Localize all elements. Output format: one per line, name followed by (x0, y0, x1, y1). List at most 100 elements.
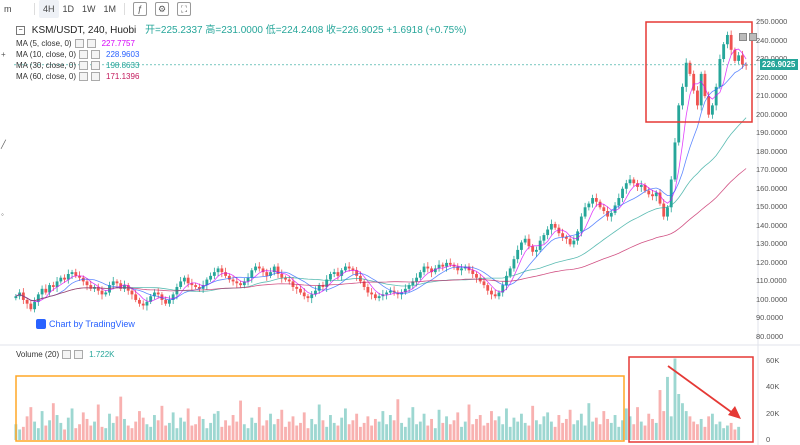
volume-bar (317, 404, 321, 440)
volume-bar (257, 407, 261, 440)
volume-bar (362, 422, 366, 440)
trendline-icon[interactable]: ╱ (1, 140, 6, 149)
chart-legend: − KSM/USDT, 240, Huobi 开=225.2337 高=231.… (16, 24, 466, 82)
volume-bar (403, 426, 407, 440)
crosshair-icon[interactable]: + (1, 50, 6, 59)
ma-label: MA (30, close, 0) (16, 61, 77, 70)
volume-bar (138, 411, 141, 440)
volume-bar (681, 403, 684, 440)
volume-bar (490, 411, 493, 440)
volume-bar (381, 411, 385, 440)
legend-ma-60: MA (60, close, 0) 171.1396 (16, 71, 466, 82)
volume-bar (654, 422, 658, 440)
candle-body (456, 266, 460, 271)
volume-bar (647, 413, 651, 440)
candle-body (744, 64, 748, 66)
volume-bar (516, 421, 520, 440)
volume-bar (572, 424, 576, 440)
pane-up-icon[interactable] (739, 33, 747, 41)
candle-body (617, 198, 621, 206)
close-icon[interactable] (91, 50, 101, 59)
candle-body (516, 249, 520, 260)
candle-body (74, 272, 78, 276)
volume-bar (520, 413, 523, 440)
candle-body (362, 281, 366, 287)
price-tick-label: 120.0000 (756, 257, 788, 267)
candle-body (490, 290, 493, 295)
eye-icon[interactable] (74, 39, 84, 48)
volume-tick-label: 0 (766, 435, 771, 444)
close-icon[interactable] (86, 39, 96, 48)
candle-body (55, 281, 59, 287)
volume-bar (636, 407, 639, 440)
ma-30-line (15, 117, 747, 302)
volume-bar (733, 429, 737, 440)
gear-icon[interactable]: ⚙ (155, 2, 170, 16)
eye-icon[interactable] (79, 72, 89, 81)
candle-body (78, 275, 81, 278)
interval-4h-button[interactable]: 4H (39, 0, 59, 18)
tradingview-watermark[interactable]: Chart by TradingView (36, 319, 135, 329)
candle-body (138, 299, 141, 304)
candle-body (482, 281, 486, 286)
close-icon[interactable] (74, 350, 84, 359)
volume-bar (216, 411, 220, 440)
candle-body (725, 34, 729, 45)
interval-1m-button[interactable]: 1M (103, 4, 117, 14)
candle-body (36, 294, 40, 302)
candle-body (587, 203, 591, 208)
legend-ma-5: MA (5, close, 0) 227.7757 (16, 38, 466, 49)
volume-bar (549, 421, 553, 440)
symbol-selector[interactable]: m (4, 4, 12, 14)
volume-bar (205, 428, 209, 440)
candle-body (662, 203, 666, 217)
candle-body (194, 285, 198, 287)
volume-bar (33, 421, 37, 440)
candle-body (145, 301, 149, 306)
candle-body (452, 264, 456, 267)
volume-bar (160, 405, 164, 440)
pane-maximize-icon[interactable] (749, 33, 757, 41)
volume-bar (707, 416, 711, 440)
candle-body (355, 270, 359, 276)
candle-body (553, 223, 557, 228)
volume-bar (688, 416, 692, 440)
volume-bar (119, 396, 123, 440)
fullscreen-icon[interactable]: ⛶ (177, 2, 192, 16)
candle-body (437, 264, 441, 269)
candle-body (707, 96, 711, 115)
volume-value: 1.722K (89, 350, 115, 359)
volume-bar (336, 425, 340, 440)
interval-1d-button[interactable]: 1D (62, 4, 75, 14)
price-tick-label: 150.0000 (756, 202, 788, 212)
volume-bar (591, 421, 595, 440)
volume-bar (617, 426, 621, 440)
volume-bar (134, 421, 138, 440)
volume-bar (714, 424, 718, 440)
candle-body (546, 229, 550, 236)
volume-bar (201, 418, 205, 440)
close-icon[interactable] (91, 72, 101, 81)
candle-body (512, 259, 516, 269)
eye-icon[interactable] (79, 61, 89, 70)
indicator-icon[interactable]: ƒ (133, 2, 148, 16)
collapse-icon[interactable]: − (16, 25, 25, 35)
candle-body (123, 285, 126, 289)
candle-body (134, 294, 138, 300)
zoom-icon[interactable]: ◦ (1, 210, 4, 219)
volume-bar (227, 425, 231, 440)
volume-bar (471, 424, 475, 440)
eye-icon[interactable] (62, 350, 72, 359)
volume-bar (467, 404, 471, 440)
candle-body (272, 266, 276, 273)
eye-icon[interactable] (79, 50, 89, 59)
volume-bar (111, 422, 115, 440)
close-icon[interactable] (91, 61, 101, 70)
candle-body (651, 194, 654, 197)
interval-1w-button[interactable]: 1W (82, 4, 96, 14)
candle-body (460, 268, 463, 271)
volume-bar (602, 411, 606, 440)
candle-body (246, 277, 250, 282)
volume-bar (347, 424, 351, 440)
